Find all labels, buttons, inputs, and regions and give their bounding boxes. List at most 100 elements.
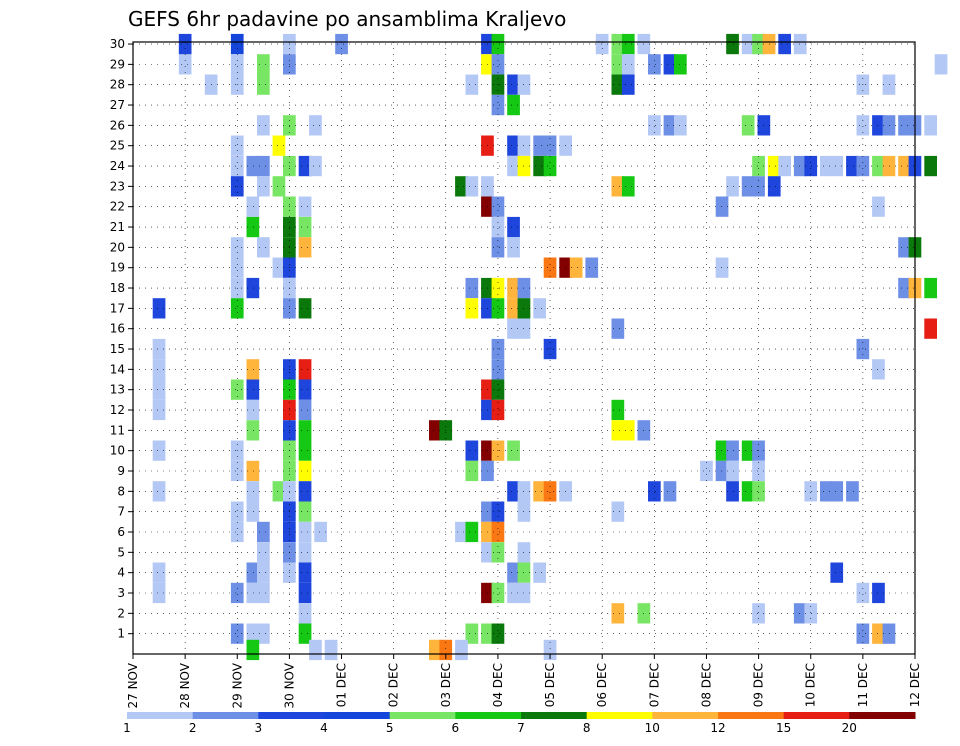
x-tick-label: 05 DEC [543, 663, 557, 707]
heatmap-cell [611, 176, 625, 197]
colorbar-swatch [258, 712, 325, 719]
heatmap-cell [778, 33, 791, 55]
heatmap-cell [491, 623, 505, 644]
heatmap-cell [298, 237, 312, 258]
heatmap-cell [830, 481, 844, 502]
heatmap-cell [507, 318, 520, 339]
heatmap-cell [246, 277, 260, 299]
colorbar-label: 3 [254, 721, 262, 735]
heatmap-cell [246, 460, 260, 482]
heatmap-cell [491, 582, 505, 604]
x-tick-label: 28 NOV [178, 662, 192, 708]
heatmap-cell [924, 318, 937, 339]
heatmap-cell [507, 237, 520, 258]
colorbar: 1 2 3 4 5 6 7 8 10 12 15 20 [123, 712, 916, 735]
heatmap-cell [726, 460, 739, 482]
heatmap-cell [585, 257, 599, 278]
colorbar-label: 5 [386, 721, 394, 735]
colorbar-swatch [718, 712, 785, 719]
heatmap-cell [246, 420, 260, 441]
x-tick-label: 09 DEC [752, 663, 766, 707]
heatmap-cell [230, 54, 244, 75]
heatmap-cell [543, 639, 557, 661]
heatmap-cell [533, 298, 546, 319]
y-tick-label: 9 [117, 464, 125, 478]
heatmap-cell [298, 521, 312, 543]
heatmap-cell [152, 399, 166, 421]
heatmap-cell [152, 338, 166, 360]
heatmap-cell [621, 33, 635, 55]
heatmap-cell [152, 359, 166, 380]
y-tick-label: 16 [110, 322, 125, 336]
heatmap-cell [663, 54, 677, 75]
heatmap-cell [793, 603, 807, 624]
y-tick-label: 19 [110, 261, 125, 275]
heatmap-cell [429, 420, 442, 441]
heatmap-cell [507, 155, 520, 177]
heatmap-cell [491, 54, 505, 75]
heatmap-cell [246, 399, 260, 421]
heatmap-cell [898, 115, 911, 136]
heatmap-cell [152, 298, 166, 319]
heatmap-cell [246, 481, 260, 502]
y-tick-label: 23 [110, 179, 125, 193]
heatmap-cell [298, 216, 312, 238]
heatmap-cell [741, 440, 755, 461]
heatmap-cell [533, 155, 546, 177]
heatmap-cell [726, 481, 739, 502]
colorbar-label: 12 [710, 721, 725, 735]
heatmap-cell [298, 155, 312, 177]
heatmap-cell [298, 460, 312, 482]
heatmap-cell [767, 176, 781, 197]
heatmap-cell [230, 623, 244, 644]
heatmap-cell [611, 318, 625, 339]
heatmap-cell [569, 257, 583, 278]
y-tick-label: 2 [117, 606, 125, 620]
heatmap-cell [804, 603, 818, 624]
heatmap-cell [507, 216, 520, 238]
x-tick-label: 01 DEC [335, 663, 349, 707]
heatmap-cell [272, 481, 286, 502]
heatmap-cell [298, 399, 312, 421]
heatmap-cell [872, 359, 885, 380]
heatmap-cell [491, 501, 505, 522]
y-tick-label: 18 [110, 281, 125, 295]
heatmap-cell [898, 277, 911, 299]
heatmap-cell [507, 135, 520, 156]
heatmap-cell [648, 115, 661, 136]
heatmap-cell [611, 33, 625, 55]
x-tick-label: 02 DEC [387, 663, 401, 707]
heatmap-cell [178, 54, 192, 75]
heatmap-cell [152, 562, 166, 583]
heatmap-cell [335, 33, 348, 55]
x-tick-label: 10 DEC [804, 663, 818, 707]
heatmap-cell [741, 115, 755, 136]
x-tick-label: 12 DEC [908, 663, 922, 707]
colorbar-swatch [586, 712, 653, 719]
heatmap-cell [298, 298, 312, 319]
colorbar-swatch [127, 712, 194, 719]
heatmap-cell [465, 460, 479, 482]
heatmap-cell [246, 359, 260, 380]
heatmap-cell [298, 359, 312, 380]
heatmap-cell [752, 481, 765, 502]
heatmap-cell [465, 74, 479, 95]
y-tick-label: 14 [110, 362, 125, 376]
heatmap-cell [314, 521, 327, 543]
heatmap-cell [309, 155, 322, 177]
cells-layer [152, 33, 948, 661]
heatmap-cell [752, 603, 765, 624]
heatmap-cell [767, 155, 781, 177]
heatmap-cell [491, 359, 505, 380]
x-tick-label: 30 NOV [282, 662, 296, 708]
heatmap-cell [856, 623, 870, 644]
heatmap-cell [465, 176, 479, 197]
heatmap-cell [726, 33, 739, 55]
heatmap-cell [246, 155, 260, 177]
y-tick-label: 8 [117, 484, 125, 498]
heatmap-cell [491, 298, 505, 319]
heatmap-cell [465, 298, 479, 319]
y-tick-label: 21 [110, 220, 125, 234]
heatmap-cell [882, 623, 896, 644]
